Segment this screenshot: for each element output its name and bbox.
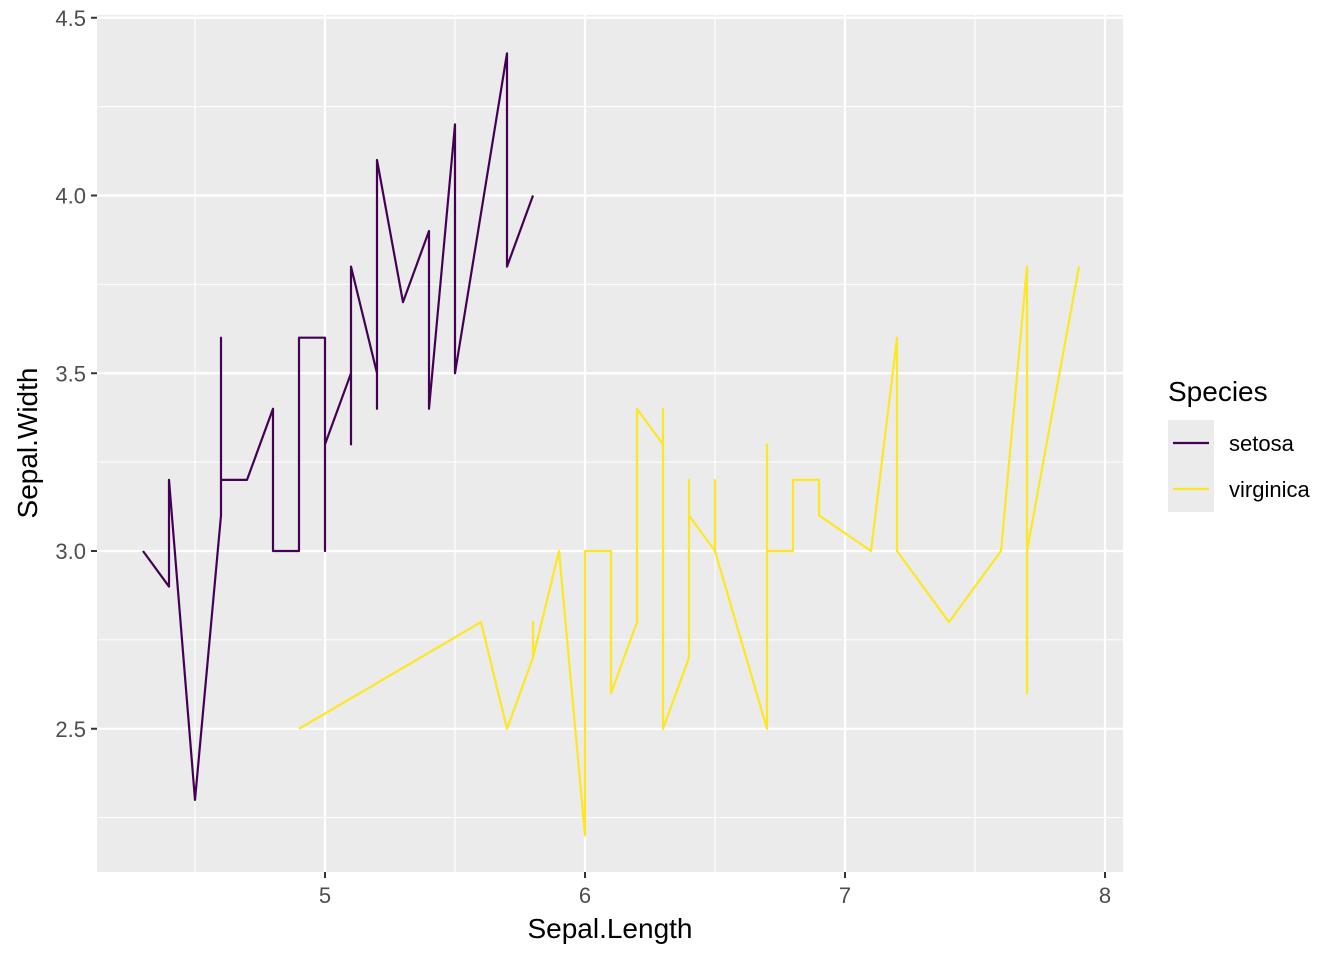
legend: Species setosa virginica: [1168, 376, 1310, 512]
legend-title: Species: [1168, 376, 1268, 407]
y-axis-label: Sepal.Width: [12, 368, 43, 519]
x-axis: 5 6 7 8: [319, 872, 1111, 908]
legend-label-virginica: virginica: [1229, 477, 1310, 502]
series-line-setosa: [142, 52, 535, 801]
series-line-virginica: [298, 265, 1081, 837]
x-tick-label: 7: [839, 883, 851, 908]
plot-panel: [97, 15, 1123, 872]
major-gridlines: [97, 15, 1123, 872]
y-tick-label: 2.5: [55, 717, 86, 742]
legend-label-setosa: setosa: [1229, 431, 1295, 456]
series-lines: [142, 52, 1081, 837]
y-tick-label: 4.5: [55, 6, 86, 31]
y-tick-label: 3.0: [55, 539, 86, 564]
y-axis: 2.5 3.0 3.5 4.0 4.5: [55, 6, 97, 742]
x-tick-label: 8: [1099, 883, 1111, 908]
x-axis-label: Sepal.Length: [527, 913, 692, 944]
x-tick-label: 5: [319, 883, 331, 908]
y-tick-label: 3.5: [55, 361, 86, 386]
y-tick-label: 4.0: [55, 184, 86, 209]
x-tick-label: 6: [579, 883, 591, 908]
